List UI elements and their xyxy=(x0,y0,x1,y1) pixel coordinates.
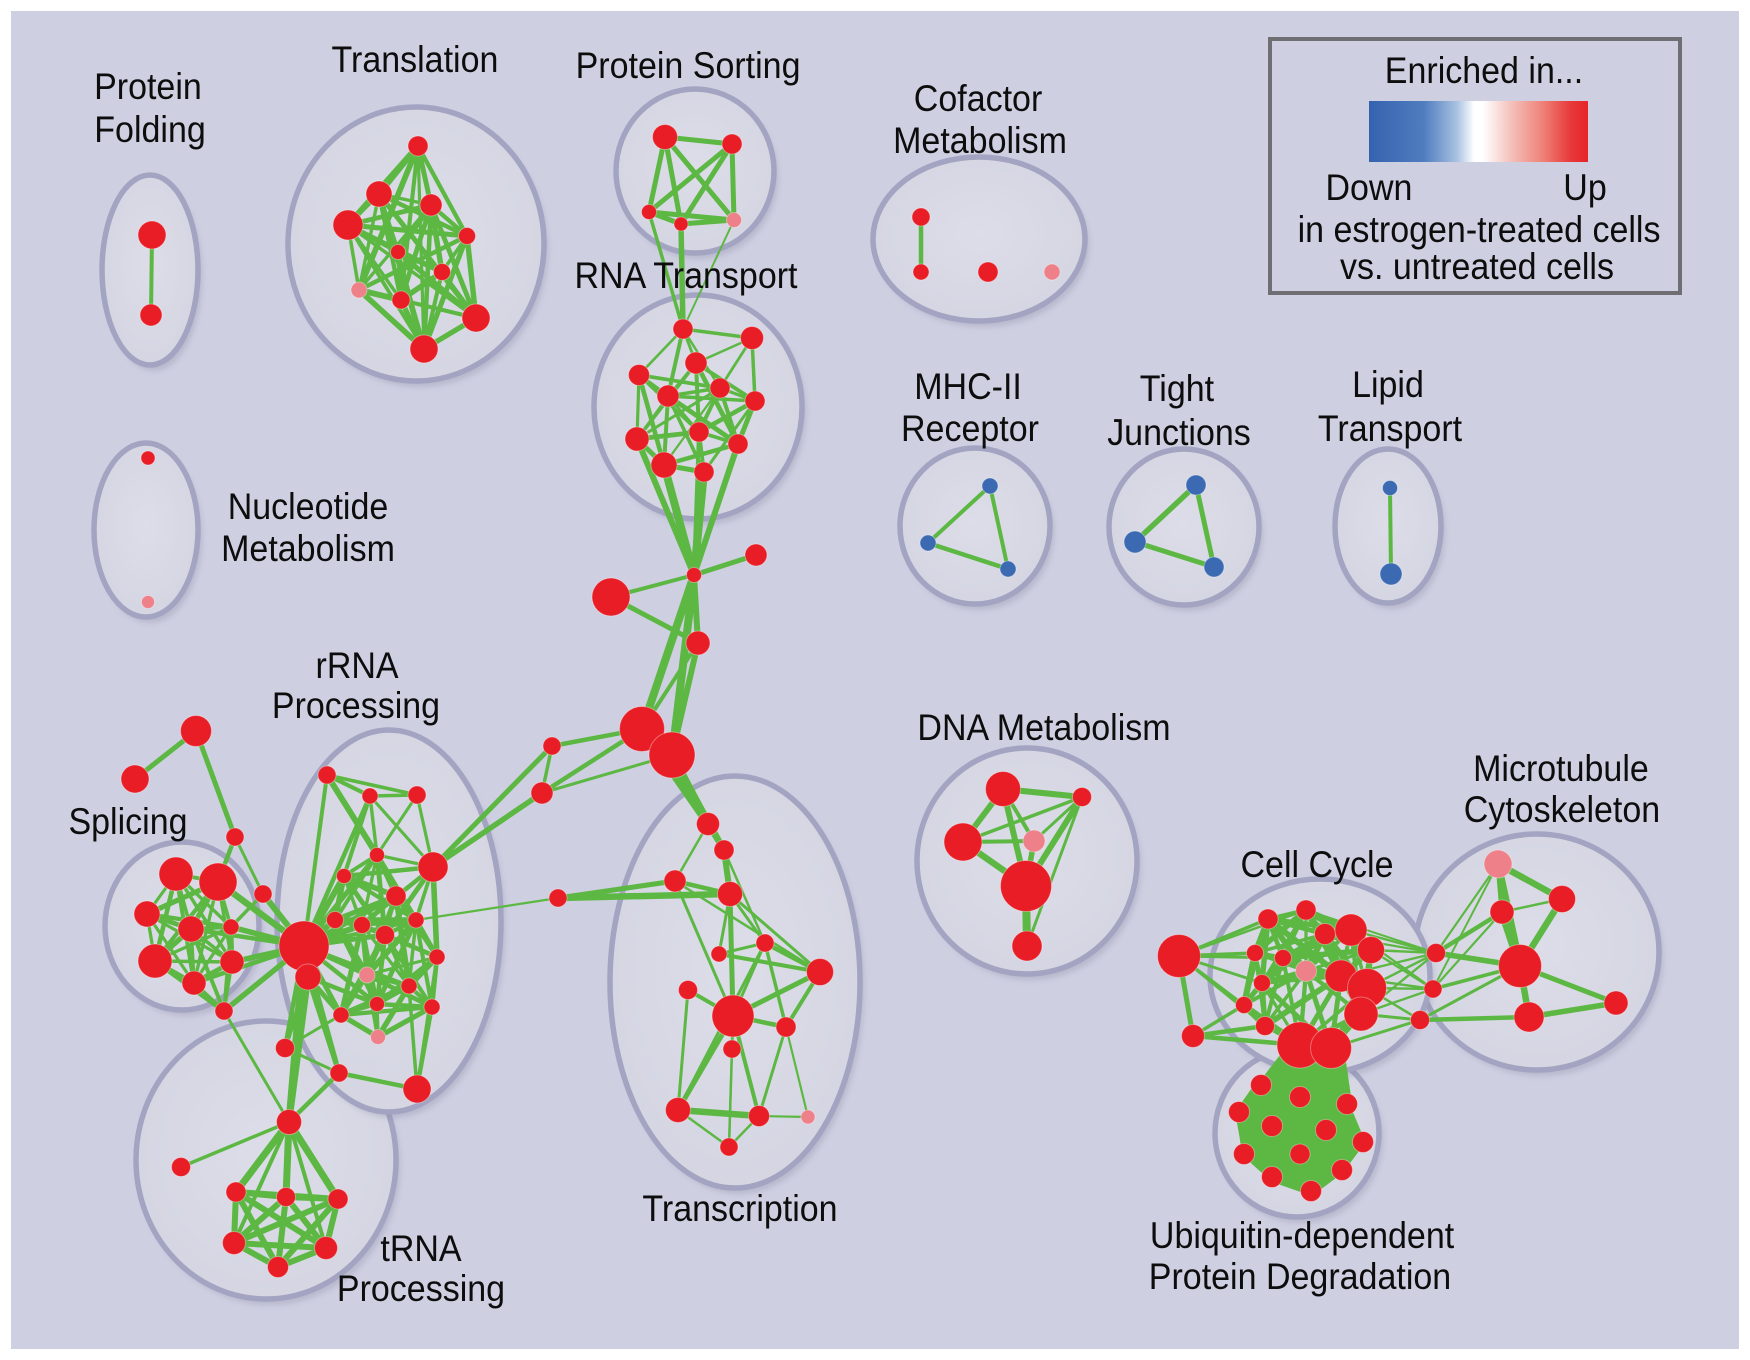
svg-text:DNA Metabolism: DNA Metabolism xyxy=(917,707,1170,748)
svg-text:Nucleotide: Nucleotide xyxy=(228,486,389,527)
svg-text:in estrogen-treated cells: in estrogen-treated cells xyxy=(1298,209,1661,250)
svg-text:Lipid: Lipid xyxy=(1352,364,1424,405)
svg-text:Metabolism: Metabolism xyxy=(893,120,1067,161)
svg-text:Protein Degradation: Protein Degradation xyxy=(1149,1256,1451,1297)
svg-text:Cofactor: Cofactor xyxy=(914,78,1043,119)
svg-text:Down: Down xyxy=(1326,167,1413,208)
svg-text:Folding: Folding xyxy=(94,109,206,150)
svg-text:Splicing: Splicing xyxy=(69,801,188,842)
svg-text:Tight: Tight xyxy=(1140,368,1215,409)
svg-text:Cytoskeleton: Cytoskeleton xyxy=(1464,789,1661,830)
svg-text:Receptor: Receptor xyxy=(901,408,1039,449)
svg-text:Microtubule: Microtubule xyxy=(1473,748,1649,789)
svg-text:Translation: Translation xyxy=(332,39,499,80)
svg-text:Transport: Transport xyxy=(1318,408,1463,449)
svg-text:vs. untreated cells: vs. untreated cells xyxy=(1340,246,1614,287)
svg-text:rRNA: rRNA xyxy=(316,645,399,686)
svg-text:Enriched in...: Enriched in... xyxy=(1385,50,1583,91)
svg-text:tRNA: tRNA xyxy=(380,1228,461,1269)
svg-text:Transcription: Transcription xyxy=(642,1188,837,1229)
svg-text:Up: Up xyxy=(1563,167,1607,208)
svg-text:Metabolism: Metabolism xyxy=(221,528,395,569)
svg-text:Processing: Processing xyxy=(272,685,440,726)
svg-text:Protein: Protein xyxy=(94,66,202,107)
svg-text:RNA Transport: RNA Transport xyxy=(575,255,799,296)
svg-text:Cell Cycle: Cell Cycle xyxy=(1241,844,1394,885)
svg-text:Processing: Processing xyxy=(337,1268,505,1309)
svg-text:Junctions: Junctions xyxy=(1107,412,1251,453)
svg-text:Ubiquitin-dependent: Ubiquitin-dependent xyxy=(1150,1215,1455,1256)
svg-text:MHC-II: MHC-II xyxy=(914,366,1022,407)
svg-text:Protein Sorting: Protein Sorting xyxy=(576,45,801,86)
